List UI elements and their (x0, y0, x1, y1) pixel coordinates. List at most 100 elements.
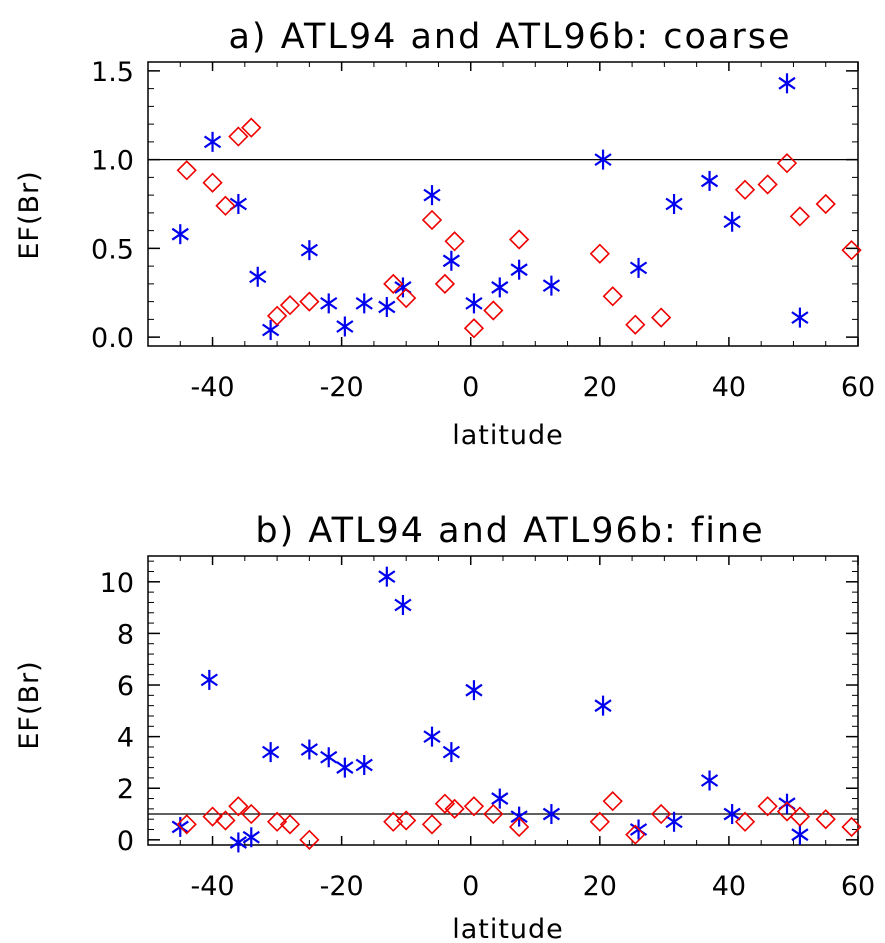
asterisk-point (394, 595, 412, 616)
asterisk-point (300, 240, 318, 261)
x-tick-label: 0 (462, 871, 479, 902)
diamond-point (734, 811, 756, 832)
asterisk-point (442, 250, 460, 271)
panel-a-data-points (171, 73, 862, 341)
x-tick-label: 0 (462, 372, 479, 403)
x-tick-label: -20 (320, 372, 364, 403)
panel-a-y-ticks: 0.0 0.5 1.0 1.5 (91, 57, 858, 354)
x-tick-label: 20 (583, 871, 617, 902)
diamond-point (815, 193, 836, 215)
panel-b-y-ticks: 0 2 4 6 8 10 (100, 560, 858, 857)
y-tick-label: 0.5 (91, 234, 134, 265)
y-tick-label: 2 (117, 774, 134, 805)
diamond-point (509, 229, 530, 250)
diamond-point (841, 816, 862, 838)
panel-b-y-axis-label: EF(Br) (14, 660, 45, 749)
diamond-point (176, 814, 197, 835)
diamond-point (444, 798, 465, 820)
diamond-point (176, 160, 197, 181)
y-tick-label: 8 (117, 619, 134, 650)
asterisk-point (665, 194, 683, 214)
diamond-point (651, 307, 672, 328)
x-tick-label: 40 (712, 372, 746, 403)
asterisk-point (229, 832, 247, 853)
diamond-point (241, 117, 262, 138)
asterisk-point (320, 293, 338, 314)
diamond-point (444, 231, 465, 252)
asterisk-point (723, 804, 741, 825)
asterisk-point (394, 277, 412, 298)
panel-a-y-axis-label: EF(Br) (14, 170, 45, 259)
y-tick-label: 0.0 (91, 323, 134, 354)
diamond-point (651, 803, 672, 825)
diamond-point (228, 126, 249, 147)
asterisk-point (423, 726, 441, 747)
panel-a-x-ticks: -40 -20 0 20 40 60 (147, 62, 875, 403)
asterisk-point (778, 73, 796, 94)
panel-b-x-ticks: -40 -20 0 20 40 60 (147, 556, 875, 902)
diamond-point (279, 814, 301, 835)
diamond-point (734, 179, 756, 200)
asterisk-point (336, 316, 354, 337)
diamond-point (757, 174, 778, 195)
diamond-point (757, 796, 778, 817)
diamond-point (841, 240, 862, 261)
x-tick-label: 60 (841, 871, 875, 902)
diamond-point (463, 796, 485, 817)
panel-a-title: a) ATL94 and ATL96b: coarse (228, 17, 791, 57)
asterisk-point (378, 296, 396, 317)
diamond-point (463, 318, 485, 339)
diamond-point (776, 153, 798, 174)
diamond-point (279, 295, 301, 316)
y-tick-label: 0 (117, 826, 134, 857)
asterisk-point (249, 266, 267, 287)
y-tick-label: 4 (117, 723, 134, 754)
panel-a-x-axis-label: latitude (452, 420, 564, 451)
panel-b: b) ATL94 and ATL96b: fine -40 -20 0 20 40 60 … (14, 511, 875, 943)
x-tick-label: -20 (320, 871, 364, 902)
asterisk-point (594, 695, 612, 716)
asterisk-point (594, 149, 612, 170)
x-tick-label: -40 (190, 372, 234, 403)
diamond-point (383, 273, 404, 295)
x-tick-label: 40 (712, 871, 746, 902)
asterisk-point (262, 320, 280, 341)
asterisk-point (465, 293, 483, 314)
asterisk-point (510, 806, 528, 827)
panel-b-title: b) ATL94 and ATL96b: fine (255, 511, 764, 551)
diamond-point (202, 172, 223, 193)
panel-b-x-axis-label: latitude (452, 914, 564, 943)
diamond-point (266, 811, 288, 832)
diamond-point (625, 824, 646, 845)
diamond-point (815, 809, 836, 830)
diamond-point (789, 806, 811, 827)
asterisk-point (700, 770, 719, 791)
asterisk-point (723, 211, 741, 232)
diamond-point (589, 811, 610, 832)
asterisk-point (242, 827, 260, 848)
y-tick-label: 10 (100, 568, 134, 599)
x-tick-label: 60 (841, 372, 875, 403)
panel-a: a) ATL94 and ATL96b: coarse -40 -20 0 20 40 6… (14, 17, 875, 451)
asterisk-point (355, 755, 373, 776)
diamond-point (625, 314, 646, 335)
diamond-point (602, 791, 623, 812)
asterisk-point (200, 669, 218, 690)
asterisk-point (700, 170, 719, 191)
y-tick-label: 6 (117, 671, 134, 702)
asterisk-point (262, 742, 280, 763)
asterisk-point (629, 257, 648, 278)
y-tick-label: 1.0 (91, 146, 134, 177)
diamond-point (589, 243, 610, 264)
asterisk-point (665, 811, 683, 832)
diamond-point (299, 829, 320, 850)
asterisk-point (542, 804, 561, 825)
diamond-point (202, 806, 223, 827)
diamond-point (434, 273, 456, 295)
diamond-point (299, 291, 320, 312)
diamond-point (241, 803, 262, 825)
asterisk-point (423, 185, 441, 206)
asterisk-point (442, 742, 460, 763)
diamond-point (421, 814, 443, 835)
